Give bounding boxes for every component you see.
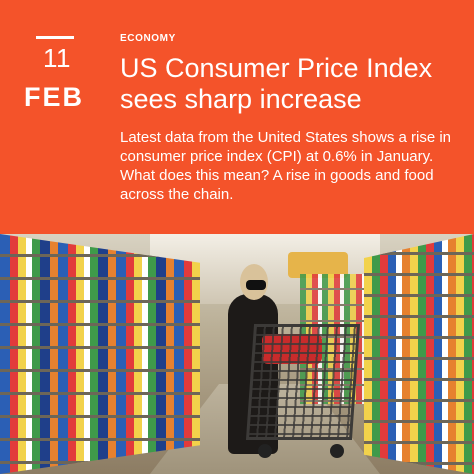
header-panel: 11 FEB ECONOMY US Consumer Price Index s… <box>0 0 474 234</box>
date-month: FEB <box>24 82 84 112</box>
date-divider <box>36 36 74 39</box>
face-mask <box>246 280 266 290</box>
supermarket-photo <box>0 234 474 474</box>
date-day: 11 <box>43 43 71 73</box>
cart-wheel <box>330 444 344 458</box>
shopping-cart <box>245 324 361 440</box>
category-label: ECONOMY <box>120 33 176 44</box>
right-shelves <box>364 234 474 474</box>
summary-text: Latest data from the United States shows… <box>120 129 452 203</box>
aisle-sign <box>288 252 348 278</box>
headline: US Consumer Price Index sees sharp incre… <box>120 53 433 114</box>
left-shelves <box>0 234 200 474</box>
cart-wheel <box>258 444 272 458</box>
